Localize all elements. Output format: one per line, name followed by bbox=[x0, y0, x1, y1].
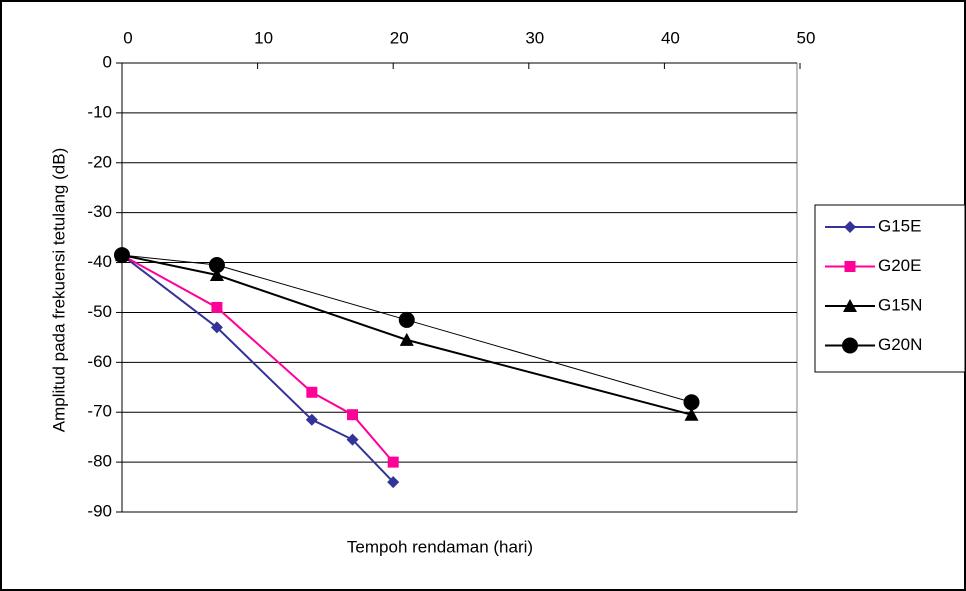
x-tick-label: 0 bbox=[123, 28, 132, 47]
legend-box bbox=[814, 204, 966, 373]
y-tick-label: -20 bbox=[87, 152, 112, 171]
legend-label: G15E bbox=[878, 216, 921, 235]
y-tick-label: 0 bbox=[103, 52, 112, 71]
legend-label: G20E bbox=[878, 256, 921, 275]
series-line bbox=[121, 254, 692, 403]
y-tick-label: -80 bbox=[87, 452, 112, 471]
marker bbox=[398, 311, 415, 328]
y-tick-label: -10 bbox=[87, 102, 112, 121]
plot-area bbox=[121, 62, 798, 513]
x-axis-label: Tempoh rendaman (hari) bbox=[347, 537, 533, 556]
marker bbox=[387, 476, 400, 489]
marker bbox=[347, 409, 359, 421]
y-tick-label: -90 bbox=[87, 501, 112, 520]
y-tick-label: -50 bbox=[87, 302, 112, 321]
marker bbox=[387, 456, 399, 468]
marker bbox=[208, 257, 225, 274]
x-tick-label: 10 bbox=[254, 28, 273, 47]
marker bbox=[683, 394, 700, 411]
y-tick-label: -60 bbox=[87, 352, 112, 371]
marker bbox=[209, 268, 224, 282]
marker bbox=[306, 386, 318, 398]
x-tick-label: 40 bbox=[661, 28, 680, 47]
x-tick-label: 30 bbox=[525, 28, 544, 47]
series-line bbox=[121, 254, 692, 416]
y-tick-label: -70 bbox=[87, 402, 112, 421]
marker bbox=[211, 301, 223, 313]
legend-marker bbox=[844, 261, 856, 272]
legend-marker bbox=[842, 337, 858, 354]
legend-label: G15N bbox=[878, 295, 922, 314]
y-tick-label: -30 bbox=[87, 202, 112, 221]
marker bbox=[684, 407, 699, 421]
marker bbox=[114, 247, 130, 264]
marker bbox=[305, 413, 318, 426]
x-tick-label: 20 bbox=[390, 28, 409, 47]
marker bbox=[210, 321, 223, 334]
marker bbox=[399, 332, 414, 346]
marker bbox=[346, 433, 359, 446]
x-tick-label: 50 bbox=[797, 28, 816, 47]
y-tick-label: -40 bbox=[87, 252, 112, 271]
legend-marker bbox=[843, 299, 857, 312]
legend-marker bbox=[844, 221, 856, 233]
legend-label: G20N bbox=[878, 335, 922, 354]
y-axis-label: Amplitud pada frekuensi tetulang (dB) bbox=[49, 148, 68, 432]
